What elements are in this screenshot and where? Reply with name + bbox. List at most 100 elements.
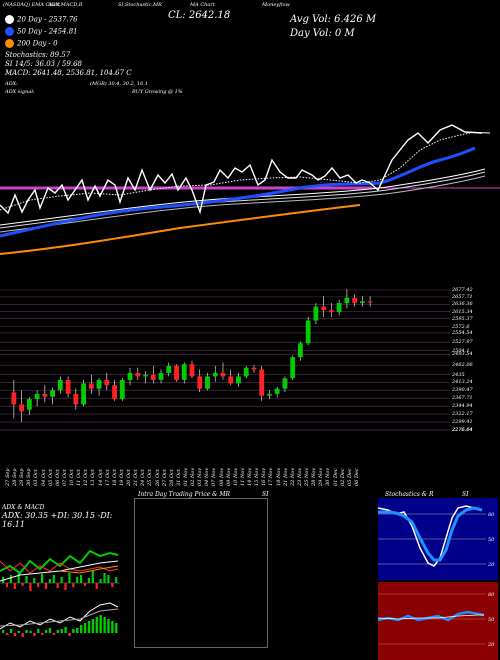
candle-body bbox=[197, 376, 203, 389]
candle-body bbox=[189, 364, 195, 377]
price-tick-label: 2276.64 bbox=[452, 427, 473, 433]
ema50-line bbox=[0, 146, 476, 238]
date-tick-label: 02 Dec bbox=[339, 468, 346, 486]
date-tick-label: 06 Oct bbox=[54, 469, 61, 486]
candle-body bbox=[305, 320, 311, 344]
adx-bar bbox=[25, 576, 28, 583]
macd-bar bbox=[33, 633, 36, 636]
candle-body bbox=[313, 306, 319, 321]
candle-body bbox=[143, 374, 148, 377]
date-tick-label: 19 Oct bbox=[118, 469, 125, 486]
macd-bar bbox=[111, 621, 114, 633]
macd-bar bbox=[17, 631, 20, 633]
macd-bar bbox=[9, 629, 13, 633]
adx-bar bbox=[87, 578, 90, 583]
candlestick-chart bbox=[0, 289, 450, 431]
candle-body bbox=[228, 376, 234, 384]
si-stat: SI 14/5: 36.03 / 59.68 bbox=[5, 60, 82, 68]
price-tick-label: 2504.1 bbox=[452, 347, 470, 354]
candle-body bbox=[119, 379, 125, 400]
macd-bar bbox=[21, 633, 24, 637]
candle-body bbox=[236, 376, 241, 384]
adx-bar bbox=[9, 575, 12, 583]
date-tick-label: 16 Nov bbox=[261, 467, 268, 486]
date-tick-label: 03 Nov bbox=[197, 467, 204, 486]
legend-ema20: 20 Day - 2537.76 bbox=[5, 15, 78, 24]
adx-macd-chart bbox=[0, 549, 120, 660]
price-grid bbox=[0, 289, 450, 431]
adx-bar bbox=[83, 583, 87, 586]
date-tick-label: 29 Nov bbox=[318, 467, 325, 486]
date-tick-label: 10 Nov bbox=[232, 467, 239, 486]
macd-subpanel bbox=[0, 596, 120, 660]
date-tick-label: 14 Nov bbox=[247, 467, 254, 486]
candle-body bbox=[19, 404, 25, 412]
adx-bar bbox=[72, 583, 75, 587]
candle-body bbox=[290, 357, 296, 379]
ema50-swatch-icon bbox=[5, 27, 14, 36]
legend-ema200: 200 Day - 0 bbox=[5, 39, 58, 48]
date-tick-label: 13 Oct bbox=[90, 469, 97, 486]
date-tick-label: 04 Nov bbox=[204, 467, 211, 486]
date-tick-label: 03 Oct bbox=[33, 469, 40, 486]
adx-value: (MGB) 30.4, 30.2, 16.1 bbox=[90, 81, 149, 87]
price-tick-label: 2413.24 bbox=[452, 379, 473, 386]
date-tick-label: 01 Nov bbox=[183, 467, 189, 486]
macd-bar bbox=[52, 633, 56, 635]
date-tick-label: 28 Nov bbox=[311, 467, 318, 486]
price-tick-label: 2435 bbox=[452, 371, 465, 378]
price-tick-label: 2615.34 bbox=[452, 308, 473, 315]
si-chart: 80 50 20 bbox=[378, 592, 495, 648]
avg-volume-label: Avg Vol: 6.426 M bbox=[290, 14, 377, 25]
si-tick-20: 20 bbox=[487, 642, 495, 648]
adx-label: ADX: bbox=[5, 81, 18, 87]
macd-bar bbox=[103, 617, 106, 633]
stochastics-title: Stochastics & R bbox=[385, 491, 434, 498]
date-tick-label: 22 Nov bbox=[289, 467, 296, 486]
adx-bar bbox=[29, 583, 32, 591]
price-tick-label: 2299.41 bbox=[452, 419, 473, 426]
macd-histogram bbox=[2, 615, 118, 637]
adx-bar bbox=[111, 583, 114, 587]
minus-di-line bbox=[0, 560, 119, 574]
candle-body bbox=[127, 372, 133, 380]
candle-body bbox=[11, 392, 17, 405]
price-tick-label: 2636.36 bbox=[452, 301, 473, 308]
candle-body bbox=[267, 393, 272, 396]
candle-body bbox=[81, 383, 86, 405]
date-tick-label: 09 Nov bbox=[225, 467, 232, 486]
intraday-panel bbox=[134, 498, 268, 648]
adx-signal-label: ADX signal: bbox=[5, 89, 35, 95]
indicator-mf-label: Moneyflow bbox=[262, 2, 290, 8]
date-tick-label: 05 Oct bbox=[47, 469, 54, 486]
adx-bar bbox=[91, 571, 94, 583]
price-tick-label: 2554.54 bbox=[452, 329, 473, 336]
ema200-line bbox=[0, 204, 361, 255]
candle-body bbox=[251, 367, 257, 370]
price-tick-label: 2527.97 bbox=[452, 339, 473, 346]
date-tick-label: 30 Nov bbox=[325, 467, 332, 486]
candle-body bbox=[243, 367, 249, 377]
date-tick-label: 17 Oct bbox=[104, 469, 111, 486]
date-tick-label: 25 Nov bbox=[304, 467, 311, 486]
macd-signal bbox=[0, 608, 119, 627]
price-tick-label: 2344.94 bbox=[452, 403, 473, 410]
macd-line bbox=[0, 602, 119, 630]
candle-body bbox=[150, 374, 156, 380]
ema20-swatch-icon bbox=[5, 15, 14, 24]
indicator-si-label: SI,Stochastic,MR bbox=[118, 2, 162, 8]
date-tick-label: 28 Oct bbox=[168, 469, 175, 486]
macd-bar bbox=[25, 630, 28, 633]
adx-bar bbox=[107, 575, 110, 583]
date-tick-label: 07 Nov bbox=[211, 467, 218, 486]
macd-bar bbox=[107, 619, 110, 633]
adx-bar bbox=[21, 583, 24, 586]
macd-bar bbox=[64, 627, 67, 633]
date-tick-label: 29 Sep bbox=[19, 468, 26, 486]
adx-di-values: ADX: 30.35 +DI: 30.15 -DI: 16.11 bbox=[2, 511, 113, 529]
candle-body bbox=[205, 376, 210, 389]
date-tick-label: 28 Sep bbox=[12, 468, 19, 486]
adx-bar bbox=[95, 583, 98, 589]
adx-bar bbox=[48, 579, 51, 583]
macd-stat: MACD: 2641.48, 2536.81, 104.67 C bbox=[5, 69, 132, 77]
